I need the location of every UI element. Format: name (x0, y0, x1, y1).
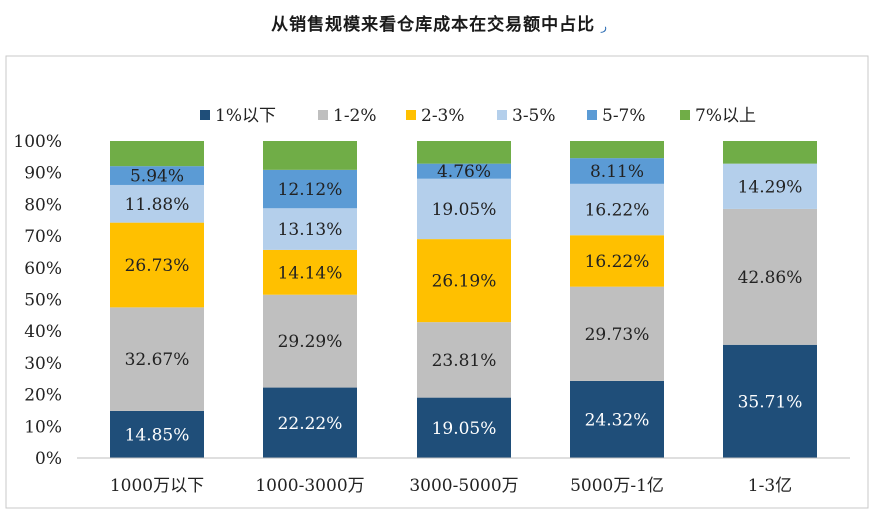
data-label: 26.19% (432, 272, 497, 292)
data-label: 26.73% (125, 256, 190, 276)
legend-label: 7%以上 (695, 106, 756, 126)
bar-segment-2-3 (263, 249, 357, 295)
chart-frame (5, 55, 869, 509)
data-label: 29.73% (585, 325, 650, 345)
legend: 1%以下 1-2% 2-3% 3-5% 5-7% 7%以上 (200, 106, 756, 126)
data-label: 14.85% (125, 425, 190, 445)
legend-item-7-以上: 7%以上 (680, 106, 756, 126)
bar-segment-7-以上 (110, 141, 204, 167)
bar-segment-3-5 (570, 183, 664, 236)
chart-title-text: 从销售规模来看仓库成本在交易额中占比 (271, 15, 596, 35)
bar-segment-1-以下 (570, 380, 664, 458)
x-tick-label: 3000-5000万 (409, 476, 518, 496)
y-tick-label: 0% (35, 449, 62, 469)
data-label: 22.22% (278, 414, 343, 434)
data-label: 42.86% (738, 268, 803, 288)
bar-segment-1-以下 (263, 387, 357, 458)
data-label: 32.67% (125, 350, 190, 370)
x-tick-label: 5000万-1亿 (570, 476, 664, 496)
y-tick-label: 70% (24, 227, 62, 247)
legend-swatch (680, 110, 690, 120)
data-label: 13.13% (278, 220, 343, 240)
legend-label: 3-5% (512, 106, 556, 126)
data-label: 14.14% (278, 263, 343, 283)
legend-item-5-7: 5-7% (587, 106, 646, 126)
data-labels: 14.85% 32.67% 26.73% 11.88% 5.94% 22.22% 29.29… (125, 162, 803, 445)
y-tick-label: 60% (24, 259, 62, 279)
data-label: 16.22% (585, 201, 650, 221)
chart-title: 从销售规模来看仓库成本在交易额中占比 ر (0, 10, 878, 35)
bar-segment-2-3 (570, 235, 664, 287)
bar-segment-5-7 (570, 158, 664, 184)
bar-segment-1-2 (110, 307, 204, 411)
bar-segment-5-7 (263, 169, 357, 209)
x-tick-label: 1-3亿 (748, 476, 792, 496)
data-label: 8.11% (590, 162, 644, 182)
legend-label: 1%以下 (215, 106, 276, 126)
data-label: 12.12% (278, 180, 343, 200)
bar-segment-1-2 (263, 294, 357, 388)
x-axis: 1000万以下 1000-3000万 3000-5000万 5000万-1亿 1-3亿 (77, 457, 850, 496)
y-tick-label: 40% (24, 322, 62, 342)
y-tick-label: 80% (24, 195, 62, 215)
legend-swatch (497, 110, 507, 120)
bar-segment-1-以下 (110, 410, 204, 458)
legend-label: 5-7% (602, 106, 646, 126)
data-label: 19.05% (432, 200, 497, 220)
data-label: 5.94% (130, 167, 184, 187)
bar-segment-3-5 (417, 178, 511, 240)
bar-segment-1-以下 (417, 397, 511, 458)
x-tick-label: 1000-3000万 (255, 476, 364, 496)
data-label: 29.29% (278, 332, 343, 352)
data-label: 14.29% (738, 177, 803, 197)
y-tick-label: 20% (24, 386, 62, 406)
legend-item-2-3: 2-3% (406, 106, 465, 126)
bar-segment-7-以上 (263, 141, 357, 170)
data-label: 16.22% (585, 252, 650, 272)
bar-segment-2-3 (417, 239, 511, 323)
legend-label: 2-3% (421, 106, 465, 126)
data-label: 24.32% (585, 410, 650, 430)
data-label: 19.05% (432, 419, 497, 439)
y-tick-label: 50% (24, 291, 62, 311)
y-tick-label: 100% (13, 132, 62, 152)
bar-segment-1-2 (570, 286, 664, 381)
bar-segment-1-2 (723, 208, 817, 345)
bar-segment-3-5 (723, 163, 817, 209)
y-tick-label: 30% (24, 354, 62, 374)
legend-label: 1-2% (333, 106, 377, 126)
legend-swatch (587, 110, 597, 120)
bar-segment-3-5 (263, 208, 357, 250)
bar-segment-7-以上 (723, 141, 817, 164)
bar-segment-5-7 (110, 166, 204, 185)
legend-swatch (406, 110, 416, 120)
bar-segment-3-5 (110, 184, 204, 223)
decorative-mark-icon: ر (601, 19, 607, 33)
bar-segment-5-7 (417, 163, 511, 179)
bar-segment-7-以上 (570, 141, 664, 159)
y-axis: 0% 10% 20% 30% 40% 50% 60% 70% 80% 90% 100% (13, 132, 62, 469)
bars (110, 141, 817, 458)
x-tick-label: 1000万以下 (110, 476, 204, 496)
data-label: 23.81% (432, 351, 497, 371)
legend-item-1-2: 1-2% (318, 106, 377, 126)
data-label: 4.76% (437, 162, 491, 182)
legend-item-3-5: 3-5% (497, 106, 556, 126)
data-label: 35.71% (738, 392, 803, 412)
bar-segment-2-3 (110, 222, 204, 308)
bar-segment-7-以上 (417, 141, 511, 164)
bar-segment-1-2 (417, 322, 511, 398)
y-tick-label: 10% (24, 417, 62, 437)
y-tick-label: 90% (24, 164, 62, 184)
legend-swatch (200, 110, 210, 120)
bar-segment-1-以下 (723, 344, 817, 458)
legend-swatch (318, 110, 328, 120)
data-label: 11.88% (125, 195, 190, 215)
legend-item-1-以下: 1%以下 (200, 106, 276, 126)
